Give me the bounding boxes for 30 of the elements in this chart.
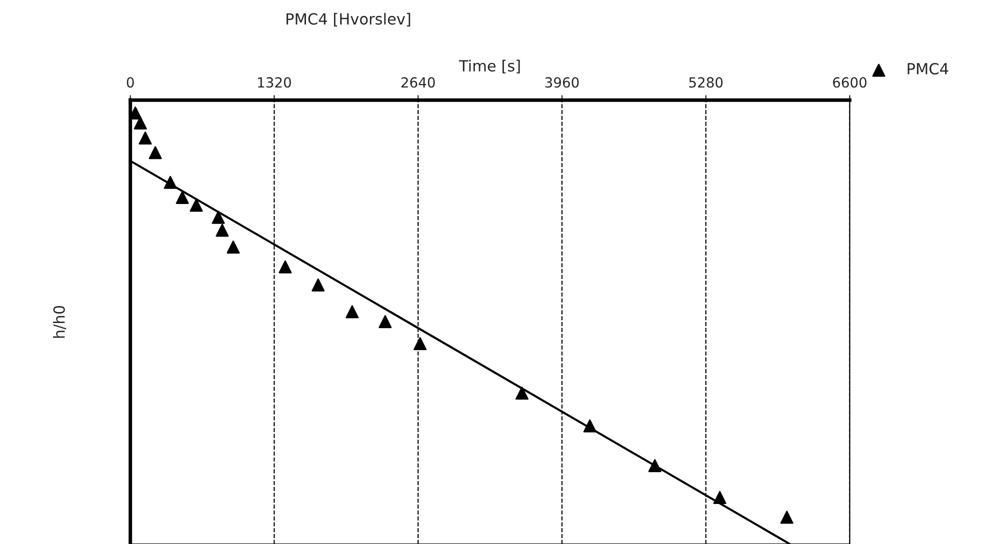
point [312, 278, 325, 292]
legend-label: PMC4 [908, 62, 948, 75]
point [346, 305, 359, 318]
point [515, 386, 528, 400]
point [278, 260, 292, 274]
x-tick-label: 5280 [689, 77, 723, 88]
point [780, 510, 794, 524]
point [130, 106, 142, 120]
x-tick-label: 1320 [258, 77, 291, 88]
point [138, 132, 152, 145]
point [378, 315, 392, 328]
point [212, 210, 225, 224]
x-axis-title: Time [s] [458, 60, 520, 74]
point [164, 176, 177, 189]
x-tick-label: 0 [126, 77, 134, 88]
y-axis-title: h/h0 [53, 306, 66, 338]
point [414, 337, 427, 350]
point [134, 116, 147, 130]
point [583, 419, 596, 432]
point [648, 459, 662, 472]
point [713, 490, 726, 504]
x-tick-label: 6600 [833, 77, 866, 88]
x-tick-label: 3960 [545, 77, 579, 88]
point [216, 224, 229, 237]
chart-title: PMC4 [Hvorslev] [286, 12, 410, 26]
point [176, 190, 189, 204]
point [226, 240, 240, 254]
point [190, 198, 203, 212]
x-tick-label: 2640 [401, 77, 435, 88]
point [148, 146, 162, 160]
